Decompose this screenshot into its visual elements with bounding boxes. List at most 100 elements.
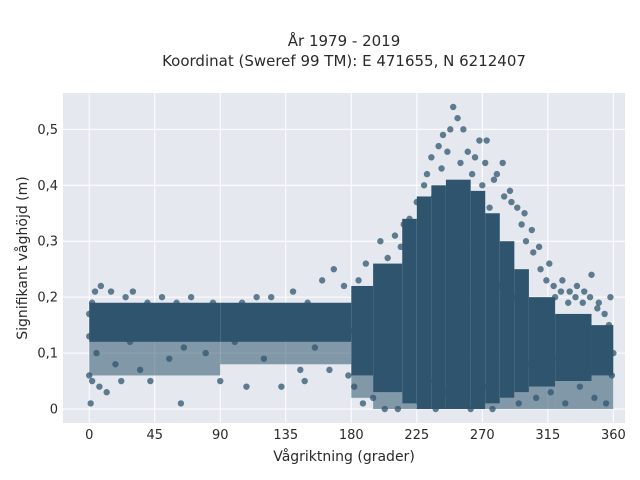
data-point [486, 204, 493, 211]
data-point [391, 232, 399, 239]
data-point [455, 400, 463, 407]
data-point [500, 193, 508, 200]
data-point [598, 366, 605, 374]
data-point [550, 282, 557, 290]
data-point [601, 310, 608, 318]
data-point [115, 305, 122, 312]
data-point [530, 249, 537, 256]
data-point [521, 210, 528, 217]
data-point [260, 355, 268, 362]
data-point [515, 400, 522, 407]
data-point [576, 383, 584, 390]
data-density-band-sparse [220, 341, 352, 365]
data-point [608, 372, 616, 379]
chart-title-line2: Koordinat (Sweref 99 TM): E 471655, N 62… [162, 52, 526, 70]
x-tick-label: 0 [85, 428, 93, 443]
data-point [326, 366, 333, 374]
data-point [275, 327, 282, 334]
data-point [359, 400, 367, 407]
chart-title-line1: År 1979 - 2019 [288, 31, 401, 50]
data-point [525, 361, 533, 368]
data-point [449, 103, 457, 111]
x-tick-label: 90 [212, 428, 229, 443]
data-point [460, 126, 467, 133]
data-point [467, 405, 474, 413]
y-tick-label: 0 [50, 403, 58, 418]
data-point [457, 159, 464, 167]
data-density-band [373, 263, 403, 393]
data-point [173, 299, 180, 306]
data-point [547, 389, 554, 396]
x-tick-label: 315 [535, 428, 560, 443]
data-point [369, 394, 377, 402]
data-point [180, 344, 188, 351]
data-point [586, 293, 594, 301]
x-axis-ticks: 0 45 90 135 180 225 270 315 360 [85, 428, 626, 443]
x-tick-label: 45 [146, 428, 163, 443]
data-point [88, 377, 96, 385]
data-point [384, 254, 391, 262]
data-point [416, 400, 423, 407]
data-point [365, 349, 372, 357]
data-point [439, 131, 447, 139]
data-point [506, 187, 514, 195]
data-point [129, 288, 137, 295]
data-point [202, 349, 209, 357]
data-point [532, 394, 540, 402]
data-point [97, 282, 105, 290]
y-axis-ticks: 0 0,1 0,2 0,3 0,4 0,5 [37, 123, 58, 418]
data-point [476, 137, 483, 144]
data-point [559, 277, 566, 284]
data-point [224, 310, 231, 318]
data-point [610, 349, 617, 357]
data-point [355, 277, 362, 284]
data-point [493, 170, 501, 178]
data-point [546, 260, 553, 267]
data-point [579, 299, 586, 306]
data-point [518, 221, 525, 228]
data-point [195, 321, 202, 329]
data-point [311, 344, 319, 351]
data-point [187, 293, 195, 301]
data-point [243, 383, 250, 390]
data-point [136, 366, 144, 374]
data-point [489, 405, 496, 413]
data-point [496, 282, 503, 290]
data-point [479, 182, 486, 189]
data-point [289, 288, 297, 295]
data-density-band-sparse [555, 381, 592, 410]
data-density-band [485, 213, 500, 404]
data-point [394, 405, 402, 413]
data-density-band [445, 179, 471, 410]
x-tick-label: 180 [339, 428, 364, 443]
data-point [238, 299, 246, 306]
data-point [166, 355, 173, 362]
data-point [490, 176, 498, 183]
data-point [482, 159, 489, 167]
data-point [423, 170, 431, 178]
data-point [537, 265, 544, 273]
data-point [91, 288, 99, 295]
data-point [112, 361, 119, 368]
y-tick-label: 0,1 [37, 347, 58, 362]
data-density-band [416, 196, 432, 410]
data-point [118, 377, 125, 385]
data-point [413, 198, 420, 206]
data-density-bands [89, 179, 614, 410]
data-point [122, 293, 129, 301]
data-point [583, 361, 591, 368]
data-point [403, 394, 410, 402]
data-point [318, 277, 326, 284]
data-point [420, 182, 428, 189]
data-point [93, 349, 100, 357]
data-point [438, 165, 445, 172]
data-point [246, 321, 253, 329]
data-point [480, 383, 487, 390]
data-density-band-sparse [402, 403, 417, 410]
data-point [151, 327, 158, 334]
data-point [381, 405, 388, 413]
data-point [297, 366, 304, 374]
y-tick-label: 0,4 [37, 179, 58, 194]
data-point [454, 114, 461, 122]
y-tick-label: 0,5 [37, 123, 58, 138]
